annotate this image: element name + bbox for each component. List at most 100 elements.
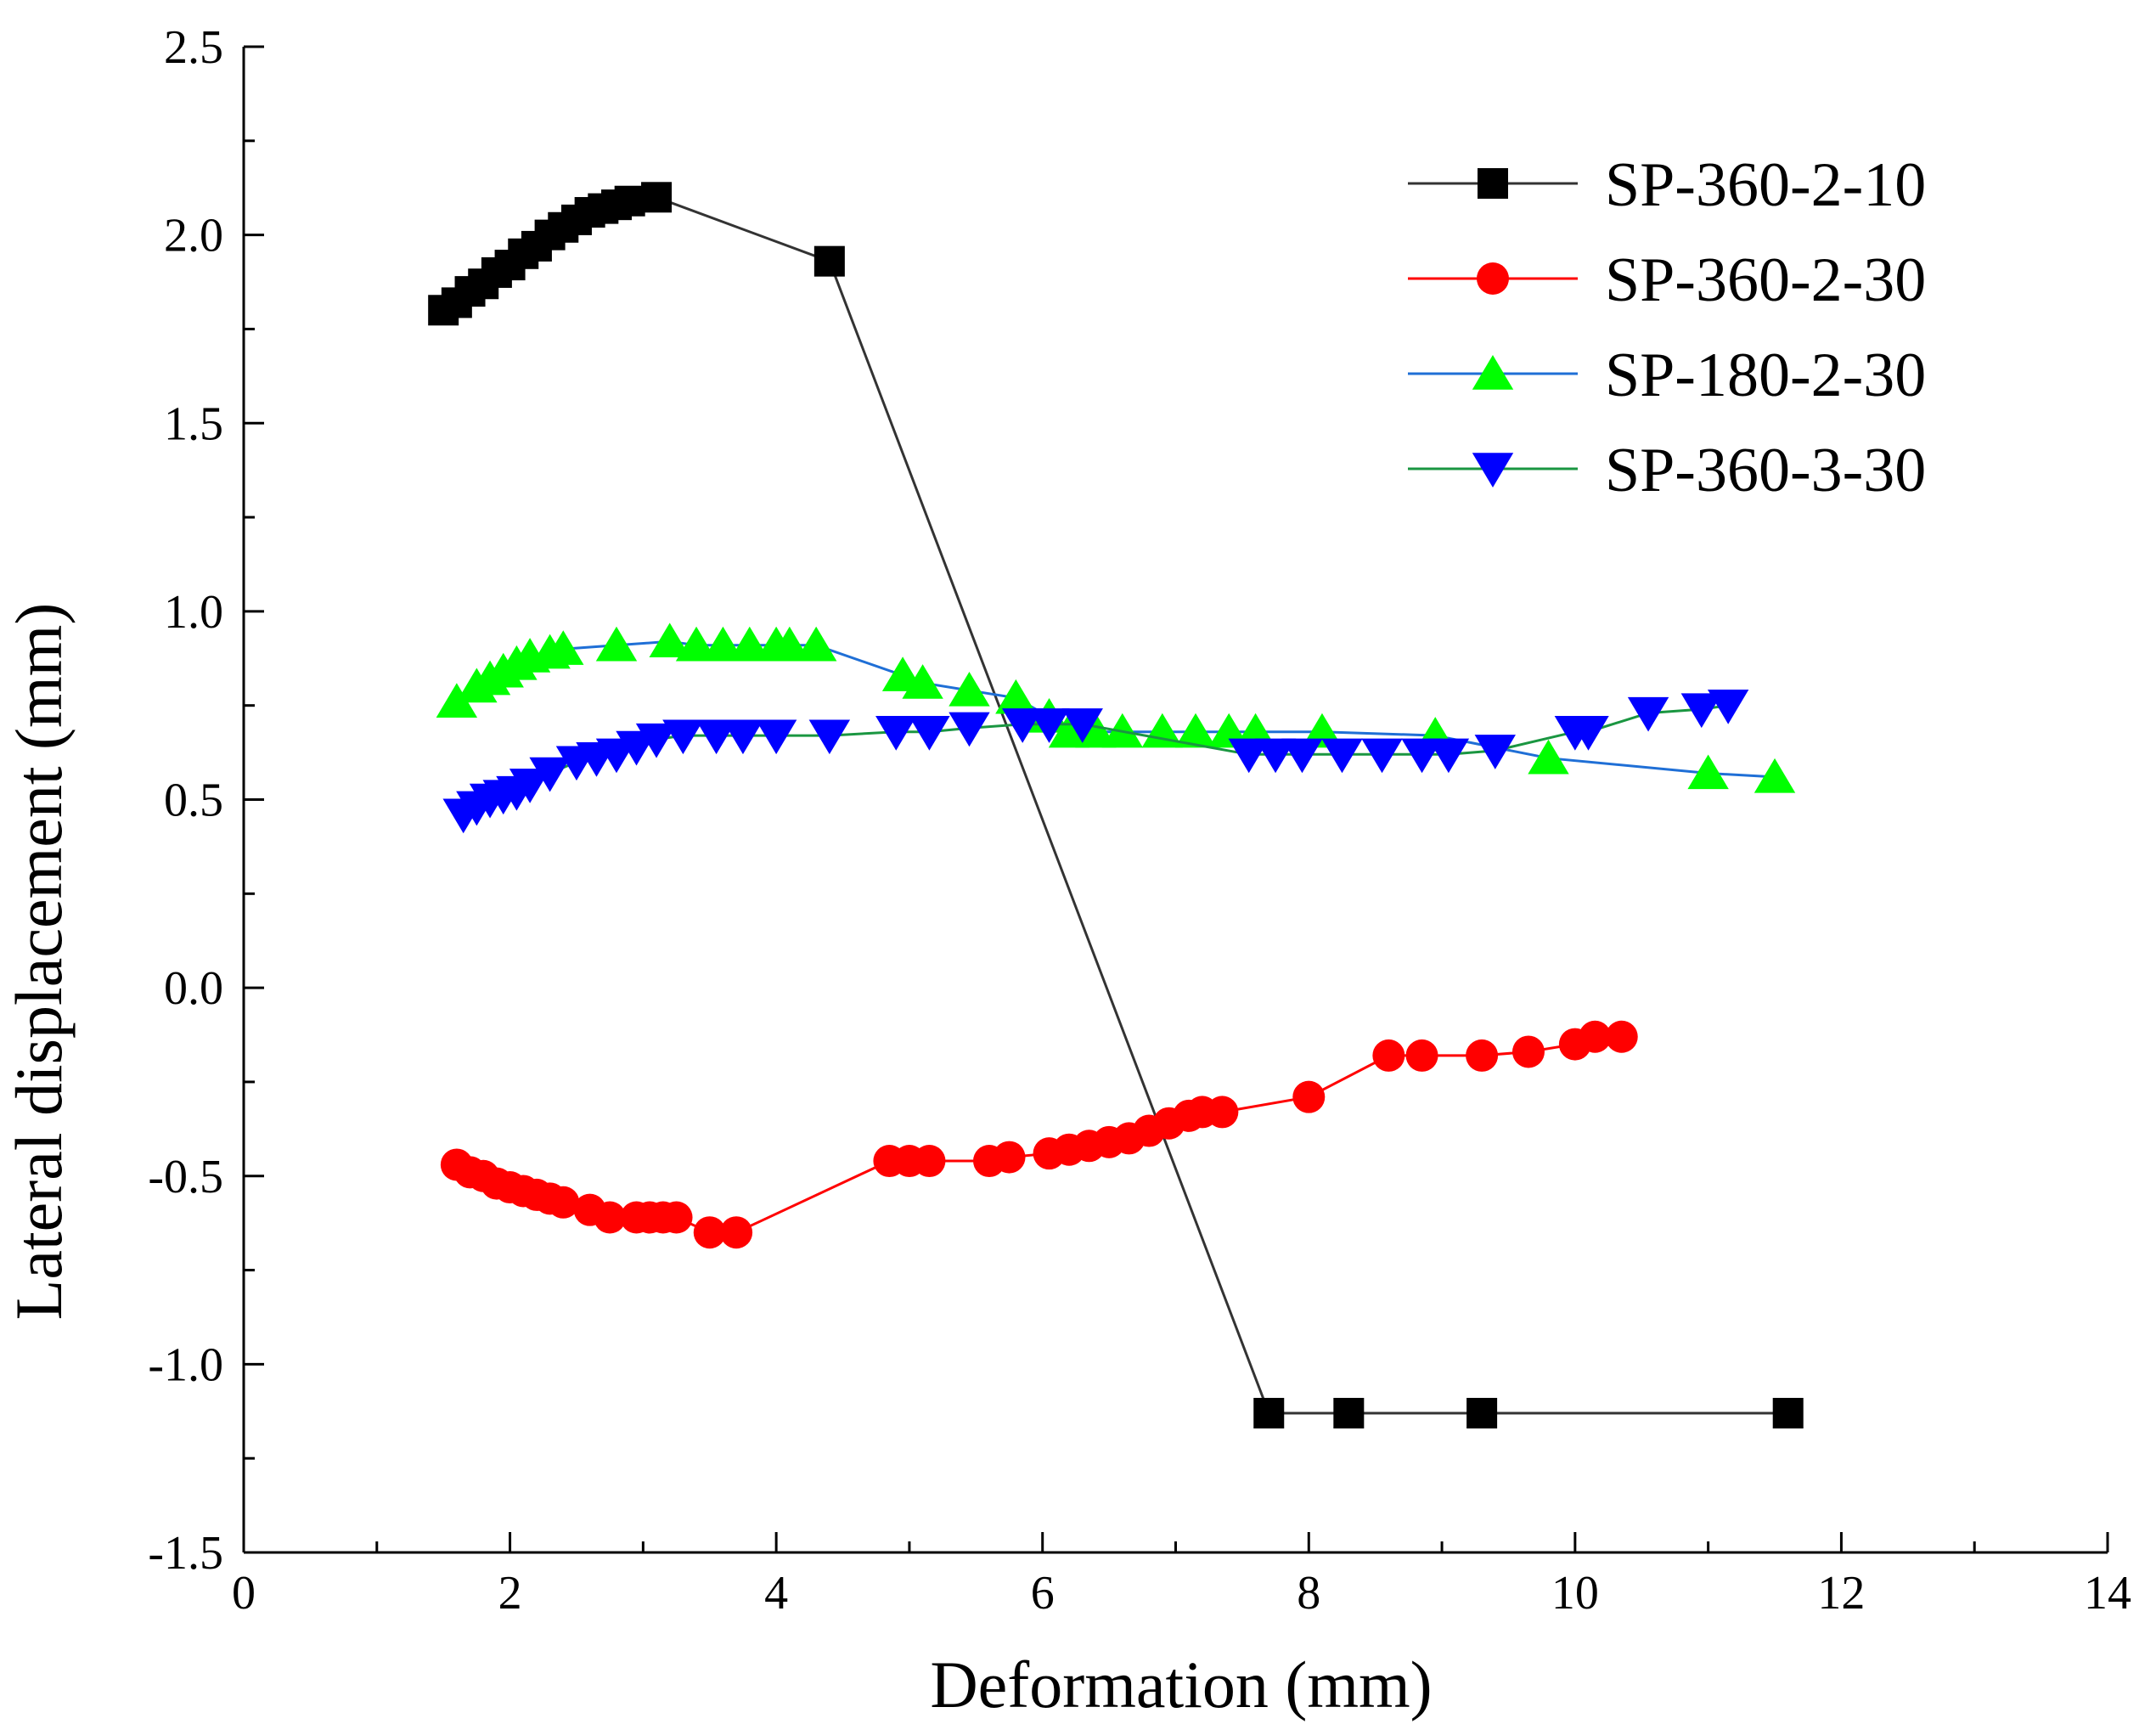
data-point [1466,1039,1499,1072]
x-tick-label: 8 [1297,1567,1320,1620]
data-point [1372,1039,1405,1072]
legend-label: SP-180-2-30 [1605,341,1926,410]
data-point [547,1186,580,1219]
data-point [949,712,990,747]
data-point [1321,738,1363,774]
legend-item: SP-360-2-30 [1408,245,1926,315]
data-point [1466,1397,1498,1428]
legend-item: SP-180-2-30 [1408,341,1926,410]
data-point [662,719,704,755]
series-sp-360-2-30 [440,1020,1638,1249]
data-point [594,1201,627,1234]
data-point [875,716,917,751]
data-point [1333,1397,1365,1428]
data-point [1075,713,1117,748]
data-point [1174,713,1217,748]
data-point [1754,758,1796,793]
data-point [1707,689,1749,724]
data-point [1474,735,1516,769]
data-point [1528,739,1569,775]
data-point [529,757,571,792]
y-tick-label: 2.0 [164,210,223,262]
data-point [693,1216,726,1249]
data-point [1568,716,1609,751]
x-tick-label: 10 [1551,1567,1599,1620]
data-point [1401,738,1443,774]
data-point [509,769,551,803]
y-tick-label: 2.5 [164,21,223,74]
data-point [1061,708,1103,743]
data-point [1292,1080,1326,1113]
data-point [995,679,1037,714]
legend-marker [1477,262,1509,295]
legend-label: SP-360-3-30 [1605,436,1926,505]
legend-label: SP-360-2-10 [1605,150,1926,220]
data-point [1405,1039,1438,1072]
data-point [543,630,584,665]
data-point [1281,738,1323,774]
data-point [913,1145,946,1178]
data-point [949,671,990,707]
y-tick-label: 1.0 [164,586,223,639]
data-point [1254,738,1297,774]
data-point [909,716,950,751]
data-point [1605,1020,1638,1053]
data-point [1141,713,1184,748]
x-tick-label: 0 [232,1567,256,1620]
data-point [1206,1096,1239,1129]
data-point [1028,708,1070,743]
legend-item: SP-360-3-30 [1408,436,1926,505]
data-point [1627,696,1669,732]
legend-marker [1478,168,1508,199]
series-line [455,639,1776,779]
data-point [649,623,690,658]
legend: SP-360-2-10 SP-360-2-30 SP-180-2-30 SP-360-… [1408,150,1926,505]
data-point [902,664,943,699]
data-point [1579,1020,1612,1053]
data-point [1253,1397,1285,1428]
axes: 0 2 4 6 8 10 12 14 -1.5 -1.0 -0.5 0.0 0.5 1.0 1.5 2.0 2.… [148,21,2131,1620]
data-point [795,626,837,662]
data-point [1361,738,1403,774]
data-point [808,719,851,755]
data-point [614,185,645,217]
y-tick-label: -0.5 [148,1151,223,1203]
series-sp-180-2-30 [436,623,1796,793]
data-point [1048,713,1090,748]
y-tick-label: 0.5 [164,775,223,827]
data-point [1772,1397,1804,1428]
legend-item: SP-360-2-10 [1408,150,1926,220]
y-axis-title: Lateral displacement (mm) [2,603,76,1321]
data-point [729,626,770,662]
data-point [1427,738,1470,774]
legend-label: SP-360-2-30 [1605,245,1926,315]
data-point [635,723,678,758]
x-tick-label: 12 [1817,1567,1865,1620]
data-point [1001,708,1044,743]
data-point [695,719,737,755]
y-tick-label: -1.0 [148,1338,223,1391]
data-point [675,626,718,662]
legend-marker [1472,355,1514,390]
data-point [660,1201,693,1234]
data-point [768,626,811,662]
data-point [1511,1035,1545,1068]
y-tick-label: -1.5 [148,1527,223,1580]
data-point [436,683,478,718]
data-point [993,1141,1026,1174]
data-point [722,719,764,755]
data-point [641,182,673,213]
data-point [720,1216,753,1249]
data-point [1687,754,1729,790]
data-point [702,626,744,662]
series-sp-360-3-30 [442,689,1749,834]
x-axis-title: Deformation (mm) [930,1648,1432,1721]
x-tick-label: 14 [2084,1567,2131,1620]
legend-marker [1472,453,1514,487]
data-point [1680,693,1723,729]
data-point [1228,738,1269,774]
series-sp-360-2-10 [428,182,1804,1428]
x-tick-label: 4 [764,1567,788,1620]
data-point [755,719,797,755]
